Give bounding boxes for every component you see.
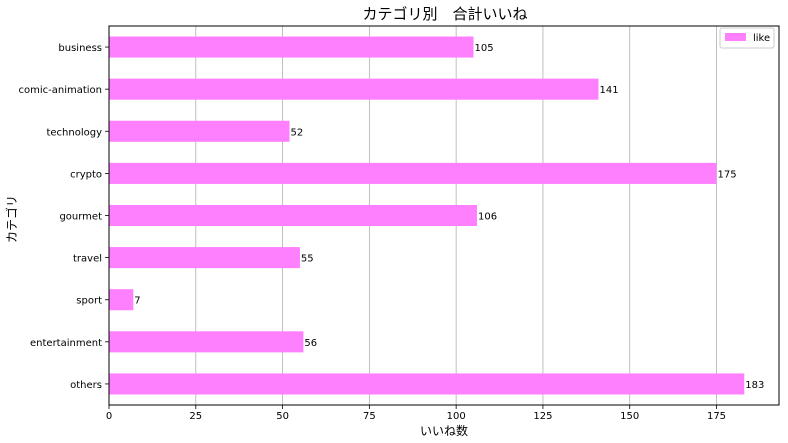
category-label: business	[58, 43, 102, 54]
x-tick-label: 150	[620, 411, 639, 422]
legend-label: like	[753, 33, 770, 44]
plot-frame	[108, 25, 780, 406]
bar-value-label: 175	[718, 169, 737, 180]
bar-value-label: 56	[304, 338, 317, 349]
category-labels: business comic-animation technology crypto g…	[18, 43, 109, 391]
bar	[109, 36, 474, 58]
x-tick-label: 75	[363, 411, 376, 422]
legend: like	[719, 27, 775, 49]
x-tick-label: 25	[189, 411, 202, 422]
bar-value-label: 106	[478, 212, 497, 223]
bar	[109, 289, 134, 311]
bars: 105 141 52 175 106 55 7 56 183	[109, 36, 764, 395]
legend-swatch	[725, 33, 746, 41]
x-tick-label: 0	[106, 411, 112, 422]
chart-title: カテゴリ別 合計いいね	[362, 5, 527, 23]
bar-value-label: 105	[475, 43, 494, 54]
bar-value-label: 52	[291, 127, 304, 138]
bar	[109, 247, 300, 269]
bar	[109, 162, 717, 184]
bar	[109, 373, 745, 395]
category-label: crypto	[70, 169, 102, 180]
category-label: gourmet	[59, 212, 102, 223]
category-label: others	[70, 380, 102, 391]
bar-value-label: 55	[301, 254, 314, 265]
bar	[109, 120, 290, 142]
x-tick-label: 175	[707, 411, 726, 422]
category-label: sport	[76, 296, 102, 307]
category-label: technology	[46, 127, 102, 138]
bar	[109, 204, 477, 227]
bar	[109, 331, 304, 353]
y-axis-label: カテゴリ	[4, 195, 19, 243]
x-tick-label: 50	[276, 411, 289, 422]
category-label: entertainment	[30, 338, 102, 349]
x-tick-label: 125	[533, 411, 552, 422]
category-label: comic-animation	[18, 85, 102, 96]
x-tick-label: 100	[447, 411, 466, 422]
x-axis-label: いいね数	[420, 423, 468, 438]
bar-value-label: 183	[745, 380, 764, 391]
category-label: travel	[73, 254, 102, 265]
bar	[109, 78, 599, 100]
bar-value-label: 7	[134, 296, 140, 307]
x-ticks: 0 25 50 75 100 125 150 175	[106, 405, 726, 422]
bar-value-label: 141	[599, 85, 618, 96]
